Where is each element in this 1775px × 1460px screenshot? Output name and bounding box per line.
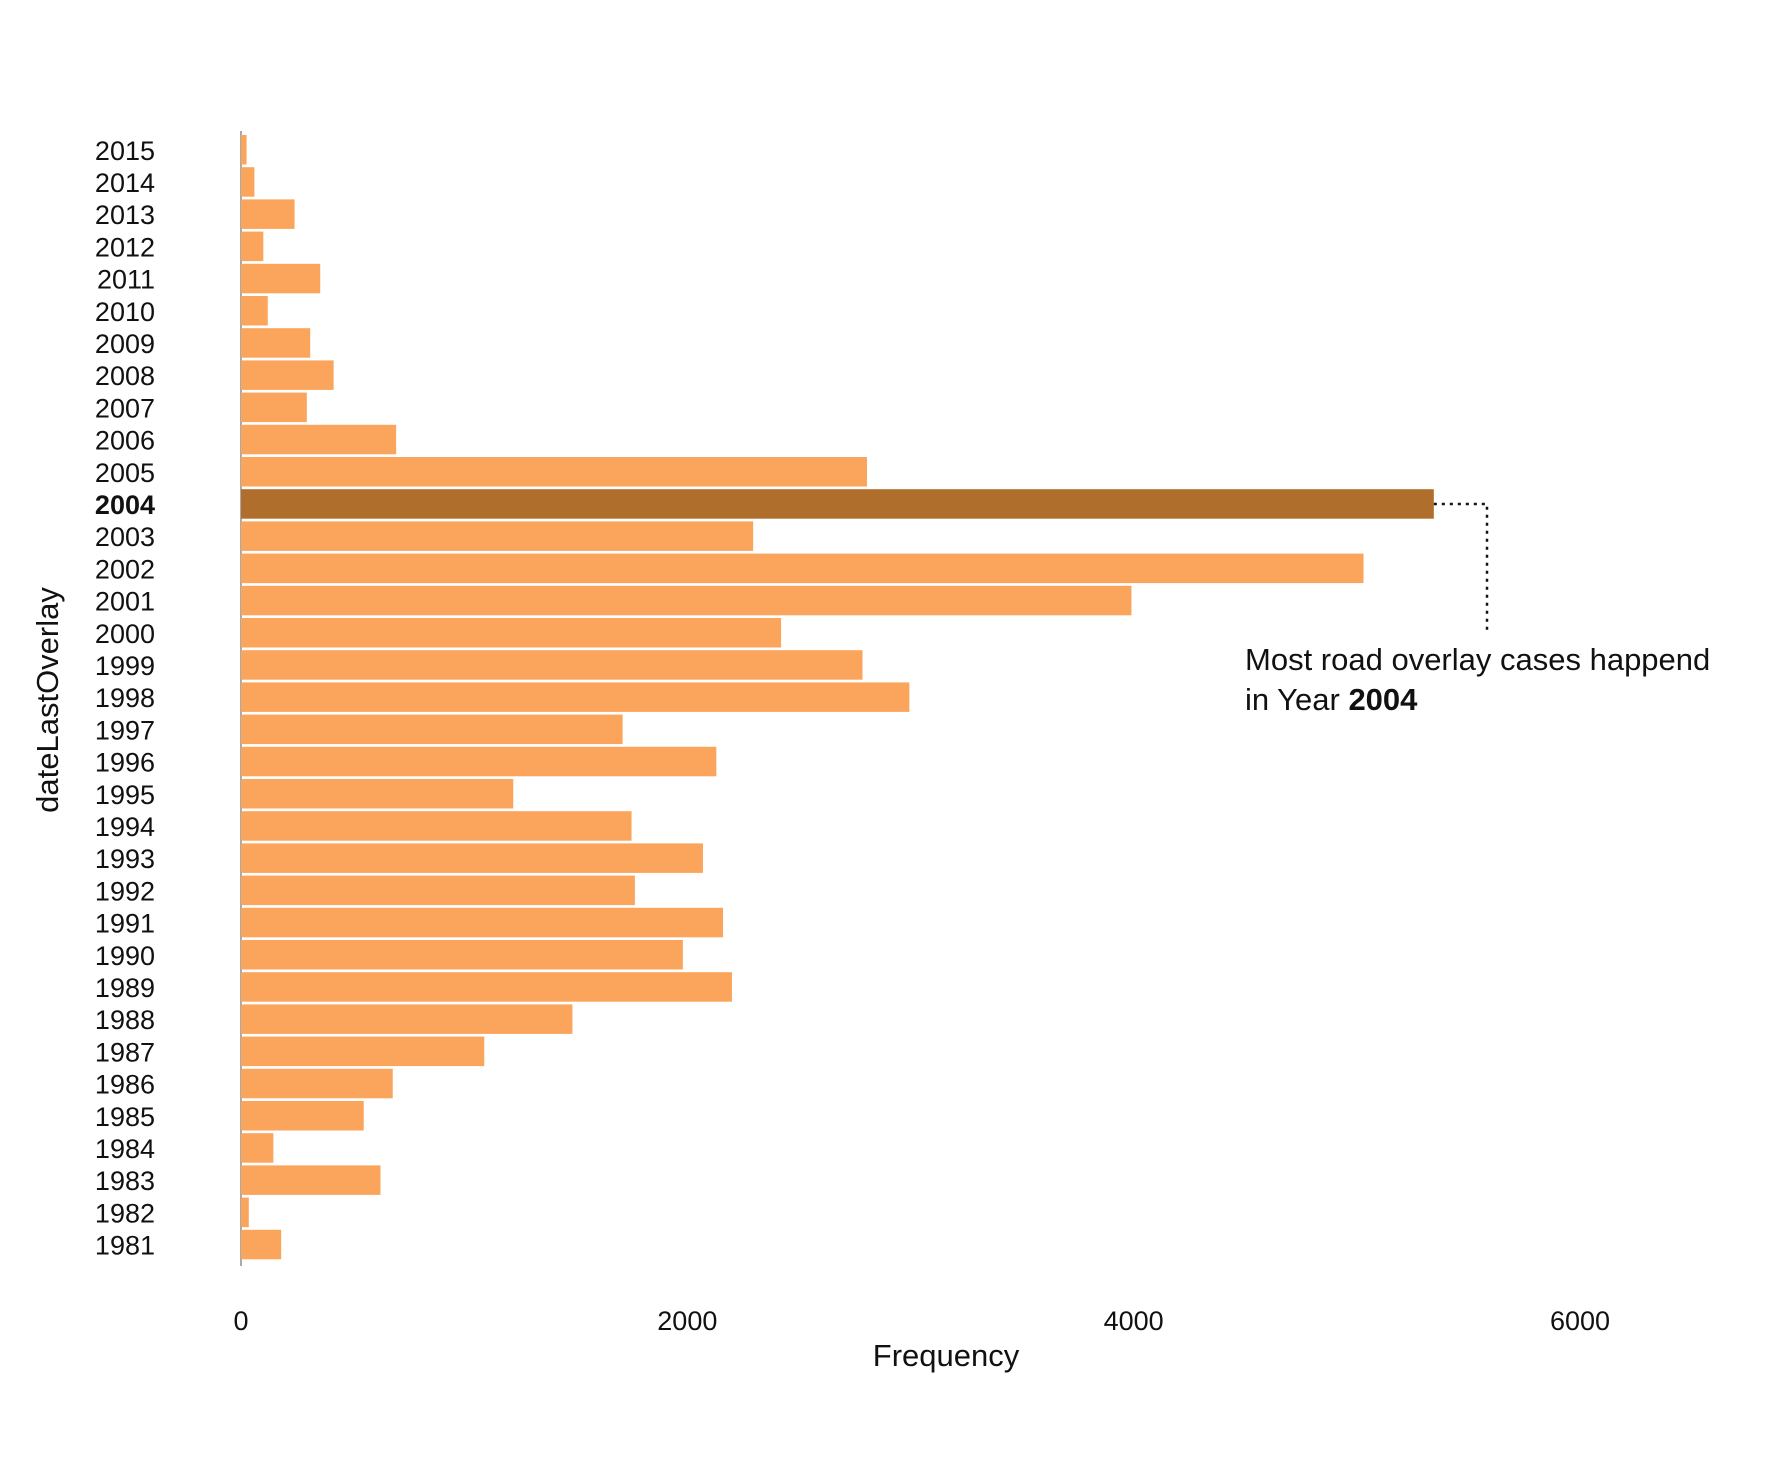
y-tick-labels: 2015201420132012201120102009200820072006…: [95, 136, 155, 1261]
y-tick-label-1990: 1990: [95, 941, 155, 971]
y-tick-label-2011: 2011: [97, 265, 155, 295]
y-tick-label-2004: 2004: [95, 490, 155, 520]
y-tick-label-2003: 2003: [95, 522, 155, 552]
x-tick-label-2000: 2000: [657, 1306, 717, 1336]
y-tick-label-1983: 1983: [95, 1166, 155, 1196]
y-tick-label-2013: 2013: [95, 200, 155, 230]
bar-1995: [241, 779, 514, 809]
y-tick-label-1984: 1984: [95, 1134, 155, 1164]
bar-2001: [241, 585, 1132, 616]
x-tick-label-4000: 4000: [1104, 1306, 1164, 1336]
bar-highlight-2004: [241, 489, 1434, 519]
y-tick-label-1999: 1999: [95, 651, 155, 681]
bar-1987: [241, 1036, 485, 1067]
bar-2012: [241, 231, 264, 262]
annotation-prefix: in Year: [1245, 682, 1348, 717]
bar-2009: [241, 328, 311, 358]
y-tick-label-1998: 1998: [95, 683, 155, 713]
y-axis-title: dateLastOverlay: [30, 587, 65, 813]
bar-2006: [241, 424, 397, 455]
bar-2010: [241, 296, 268, 326]
bar-1993: [241, 843, 703, 873]
y-tick-label-1991: 1991: [95, 909, 155, 939]
bar-1997: [241, 714, 623, 745]
y-tick-label-1987: 1987: [95, 1037, 155, 1067]
annotation-highlight-year: 2004: [1348, 682, 1418, 717]
bar-1996: [241, 746, 717, 777]
y-tick-label-1982: 1982: [95, 1198, 155, 1228]
bar-2013: [241, 199, 295, 229]
y-tick-label-1988: 1988: [95, 1005, 155, 1035]
bar-1983: [241, 1165, 381, 1195]
x-tick-label-0: 0: [233, 1306, 248, 1336]
bar-2005: [241, 457, 867, 487]
y-tick-label-1992: 1992: [95, 876, 155, 906]
y-tick-label-1997: 1997: [95, 715, 155, 745]
y-tick-label-1995: 1995: [95, 780, 155, 810]
y-tick-label-2009: 2009: [95, 329, 155, 359]
bar-1990: [241, 940, 683, 970]
bar-2015: [241, 135, 247, 165]
y-tick-label-2001: 2001: [95, 587, 155, 617]
bar-2000: [241, 618, 782, 648]
bar-1992: [241, 875, 635, 906]
y-tick-label-1993: 1993: [95, 844, 155, 874]
bar-1981: [241, 1229, 282, 1260]
y-tick-label-2006: 2006: [95, 426, 155, 456]
bar-1999: [241, 650, 863, 680]
y-tick-label-2000: 2000: [95, 619, 155, 649]
y-tick-label-1981: 1981: [95, 1231, 155, 1261]
bar-2002: [241, 553, 1364, 584]
bar-1984: [241, 1133, 274, 1163]
x-axis-title: Frequency: [873, 1338, 1020, 1373]
y-tick-label-2010: 2010: [95, 297, 155, 327]
annotation-connector: [1433, 502, 1489, 632]
y-tick-label-2012: 2012: [95, 232, 155, 262]
bar-1989: [241, 972, 732, 1002]
bar-2003: [241, 521, 754, 551]
bar-1994: [241, 811, 632, 841]
bar-2007: [241, 392, 307, 423]
x-tick-labels: 0 2000 4000 6000: [233, 1306, 1610, 1336]
x-tick-label-6000: 6000: [1550, 1306, 1610, 1336]
y-tick-label-2015: 2015: [95, 136, 155, 166]
bar-1985: [241, 1101, 364, 1131]
y-tick-label-1985: 1985: [95, 1102, 155, 1132]
bar-2008: [241, 360, 334, 390]
bar-1988: [241, 1004, 573, 1034]
annotation-line-2: in Year 2004: [1245, 682, 1418, 717]
bar-1982: [241, 1197, 249, 1228]
y-tick-label-2008: 2008: [95, 361, 155, 391]
y-tick-label-2007: 2007: [95, 393, 155, 423]
y-tick-label-2014: 2014: [95, 168, 155, 198]
y-tick-label-1996: 1996: [95, 748, 155, 778]
bar-1998: [241, 682, 910, 712]
y-tick-label-1994: 1994: [95, 812, 155, 842]
bar-1986: [241, 1068, 393, 1099]
bar-2014: [241, 167, 255, 197]
bar-1991: [241, 907, 724, 938]
y-tick-label-1989: 1989: [95, 973, 155, 1003]
y-tick-label-1986: 1986: [95, 1070, 155, 1100]
y-tick-label-2002: 2002: [95, 554, 155, 584]
bar-2011: [241, 263, 321, 294]
annotation-line-1: Most road overlay cases happend: [1245, 642, 1710, 677]
bars: [241, 135, 1434, 1260]
y-tick-label-2005: 2005: [95, 458, 155, 488]
